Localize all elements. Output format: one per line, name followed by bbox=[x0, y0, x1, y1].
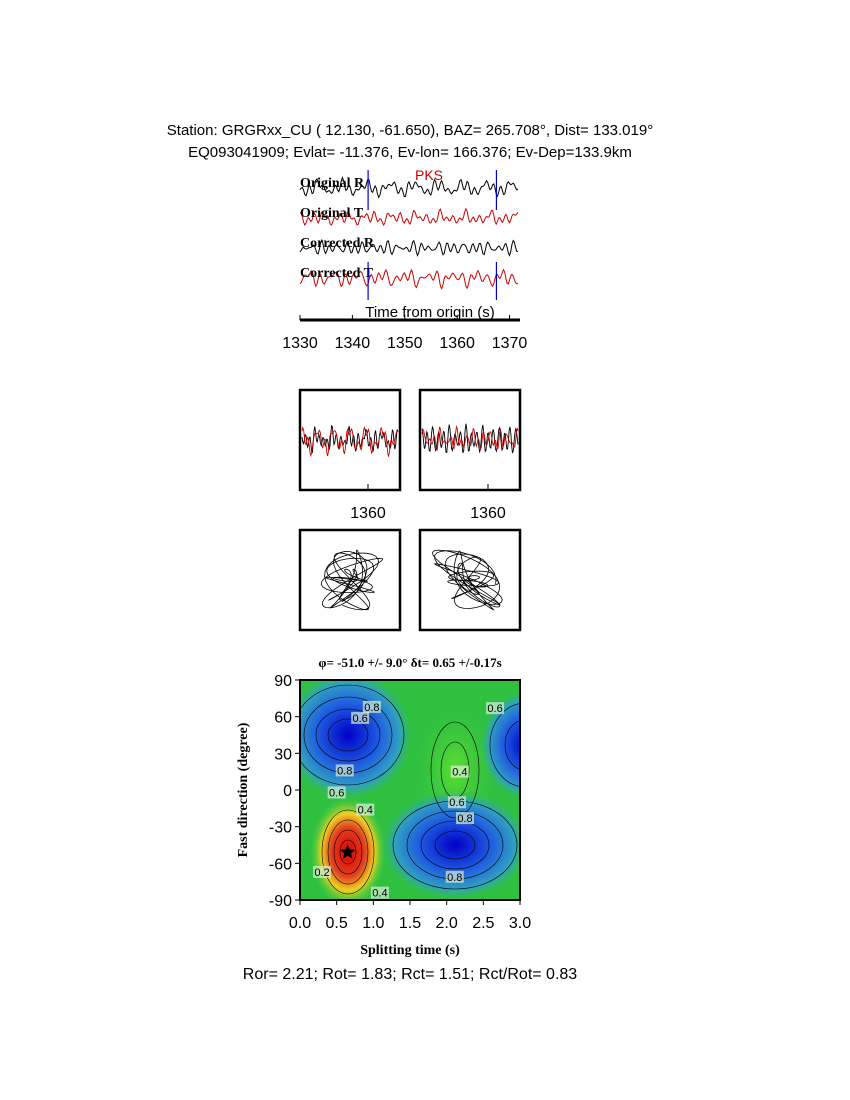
y-tick-label: -60 bbox=[269, 856, 292, 873]
x-axis-label: Splitting time (s) bbox=[360, 943, 460, 958]
panel-frame bbox=[418, 528, 522, 632]
panel-frame bbox=[298, 388, 402, 492]
x-tick-label: 1330 bbox=[282, 335, 318, 352]
x-tick-label: 2.5 bbox=[472, 915, 494, 932]
contour-label-bg bbox=[370, 886, 389, 899]
trace bbox=[299, 238, 519, 257]
contour-label-bg bbox=[486, 702, 505, 715]
trace-label: Corrected T bbox=[300, 266, 374, 281]
panel-trace bbox=[421, 425, 519, 451]
particle-motion bbox=[432, 549, 503, 611]
x-tick-label: 0.0 bbox=[289, 915, 311, 932]
y-tick-label: 30 bbox=[274, 746, 292, 763]
x-tick-label: 1340 bbox=[335, 335, 371, 352]
trace bbox=[299, 176, 519, 199]
contour-label: 0.6 bbox=[487, 703, 502, 715]
contour-label: 0.6 bbox=[352, 713, 367, 725]
y-tick-label: 0 bbox=[283, 783, 292, 800]
x-tick-label: 3.0 bbox=[509, 915, 531, 932]
y-tick-label: -30 bbox=[269, 820, 292, 837]
trace bbox=[299, 207, 519, 227]
contour-label-bg bbox=[362, 700, 381, 713]
phase-label: PKS bbox=[415, 167, 443, 183]
contour-label: 0.8 bbox=[457, 813, 472, 825]
x-tick-label: 1370 bbox=[492, 335, 528, 352]
panel-trace bbox=[301, 426, 398, 458]
trace-label: Corrected R bbox=[300, 236, 375, 251]
contour-label-bg bbox=[450, 765, 469, 778]
particle-motion bbox=[320, 549, 384, 611]
contour-label-bg bbox=[356, 803, 375, 816]
y-tick-label: 60 bbox=[274, 710, 292, 727]
contour-label-bg bbox=[327, 786, 346, 799]
footer: Ror= 2.21; Rot= 1.83; Rct= 1.51; Rct/Rot… bbox=[243, 966, 578, 983]
contour-label: 0.8 bbox=[337, 765, 352, 777]
panel-frame bbox=[298, 528, 402, 632]
x-tick-label: 1350 bbox=[387, 335, 423, 352]
trace-label: Original R bbox=[300, 176, 365, 191]
y-tick-label: 90 bbox=[274, 673, 292, 690]
contour-label-bg bbox=[456, 812, 474, 825]
x-tick-label: 1360 bbox=[470, 505, 506, 522]
contour-label: 0.8 bbox=[364, 702, 379, 714]
x-tick-label: 0.5 bbox=[326, 915, 348, 932]
x-axis-label: Time from origin (s) bbox=[365, 304, 494, 321]
header-line: Station: GRGRxx_CU ( 12.130, -61.650), B… bbox=[167, 122, 653, 139]
panel-trace bbox=[301, 425, 399, 454]
x-tick-label: 2.0 bbox=[436, 915, 458, 932]
x-tick-label: 1.0 bbox=[362, 915, 384, 932]
contour-field bbox=[300, 680, 520, 900]
y-tick-label: -90 bbox=[269, 893, 292, 910]
contour-label-bg bbox=[447, 796, 466, 809]
contour-label: 0.4 bbox=[372, 888, 387, 900]
plot-title: φ= -51.0 +/- 9.0° δt= 0.65 +/-0.17s bbox=[318, 655, 501, 670]
contour-label: 0.2 bbox=[314, 867, 329, 879]
contour-label-bg bbox=[445, 870, 464, 883]
x-tick-label: 1360 bbox=[350, 505, 386, 522]
best-fit-star bbox=[340, 844, 356, 859]
header-line: EQ093041909; Evlat= -11.376, Ev-lon= 166… bbox=[188, 144, 632, 161]
trace bbox=[299, 268, 519, 290]
contour-label-bg bbox=[335, 764, 354, 777]
panel-frame bbox=[418, 388, 522, 492]
contour-label: 0.6 bbox=[449, 797, 464, 809]
x-tick-label: 1360 bbox=[439, 335, 475, 352]
x-tick-label: 1.5 bbox=[399, 915, 421, 932]
contour-label-bg bbox=[313, 865, 331, 878]
contour-label: 0.4 bbox=[358, 805, 373, 817]
contour-label: 0.6 bbox=[329, 787, 344, 799]
y-axis-label: Fast direction (degree) bbox=[236, 722, 251, 857]
contour-label: 0.8 bbox=[447, 872, 462, 884]
contour-label-bg bbox=[351, 711, 370, 724]
panel-trace bbox=[421, 423, 519, 454]
contour-label: 0.4 bbox=[452, 767, 467, 779]
trace-label: Original T bbox=[300, 206, 364, 221]
